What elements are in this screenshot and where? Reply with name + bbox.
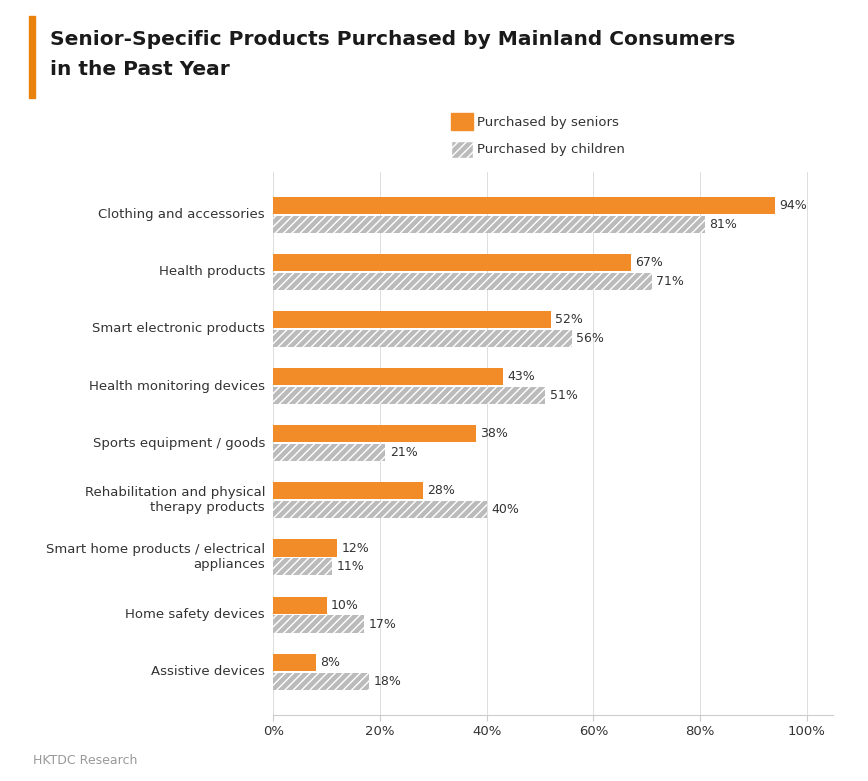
Bar — [273, 216, 706, 233]
Text: 71%: 71% — [656, 275, 684, 287]
Bar — [273, 654, 316, 671]
Text: 67%: 67% — [635, 256, 663, 269]
Bar — [273, 501, 487, 519]
Bar — [273, 330, 572, 347]
Bar — [273, 483, 423, 500]
Text: HKTDC Research: HKTDC Research — [33, 754, 137, 767]
Text: 40%: 40% — [491, 503, 519, 516]
Bar — [273, 540, 338, 557]
Text: 81%: 81% — [709, 218, 738, 230]
Text: 52%: 52% — [555, 313, 582, 326]
Bar — [273, 273, 652, 290]
Text: 56%: 56% — [576, 332, 604, 345]
Text: 8%: 8% — [320, 656, 340, 669]
Bar — [273, 597, 326, 614]
Bar — [273, 444, 385, 462]
Bar — [273, 558, 332, 576]
Text: Purchased by children: Purchased by children — [477, 144, 625, 156]
Text: 17%: 17% — [368, 618, 396, 630]
Bar — [273, 197, 774, 214]
Text: 10%: 10% — [331, 599, 358, 612]
Text: Purchased by seniors: Purchased by seniors — [477, 116, 619, 129]
Text: 12%: 12% — [342, 541, 370, 555]
Text: 51%: 51% — [549, 389, 577, 402]
Text: 28%: 28% — [427, 484, 455, 497]
Bar — [273, 368, 503, 385]
Bar — [273, 254, 631, 271]
Text: 94%: 94% — [779, 198, 806, 212]
Text: in the Past Year: in the Past Year — [50, 60, 230, 79]
Bar — [273, 311, 550, 328]
Text: 18%: 18% — [373, 675, 402, 688]
Text: Senior-Specific Products Purchased by Mainland Consumers: Senior-Specific Products Purchased by Ma… — [50, 30, 736, 48]
Bar — [273, 672, 370, 690]
Text: 43%: 43% — [507, 370, 535, 383]
Text: 21%: 21% — [390, 446, 418, 459]
Text: 38%: 38% — [480, 427, 508, 440]
Bar — [273, 615, 364, 633]
Bar — [273, 387, 545, 404]
Bar — [273, 425, 476, 442]
Text: 11%: 11% — [336, 561, 364, 573]
